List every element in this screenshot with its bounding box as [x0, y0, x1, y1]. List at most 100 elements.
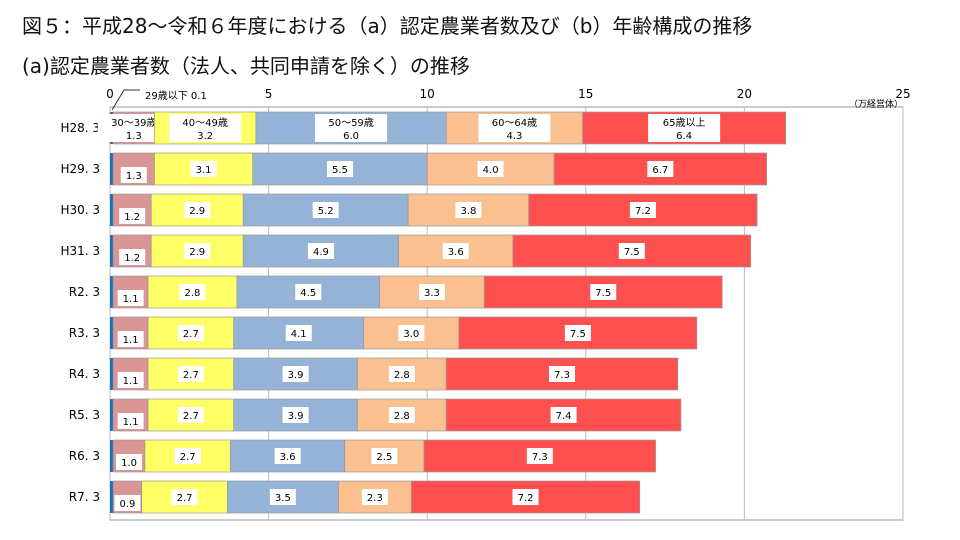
label-box [442, 243, 469, 259]
annotation: 29歳以下 0.1 [145, 90, 207, 102]
category-label: R5. 3 [69, 408, 100, 422]
label-box [184, 243, 211, 259]
data-label: 7.5 [624, 247, 640, 258]
tick-label: 20 [737, 87, 752, 101]
label-box [312, 202, 339, 218]
label-box [526, 448, 553, 464]
label-box [117, 372, 144, 388]
label-box [307, 243, 334, 259]
tick-label: 0 [106, 87, 114, 101]
data-label: 3.0 [403, 329, 419, 340]
data-label: 2.9 [189, 247, 205, 258]
legend-label: 65歳以上 [663, 117, 706, 129]
data-label: 7.5 [595, 288, 611, 299]
label-box [564, 325, 591, 341]
data-label: 4.9 [313, 247, 329, 258]
data-label: 7.2 [518, 493, 534, 504]
category-label: R6. 3 [69, 449, 100, 463]
label-box [512, 489, 539, 505]
tick-label: 10 [420, 87, 435, 101]
data-label: 3.9 [288, 411, 304, 422]
data-label: 1.1 [123, 417, 139, 428]
data-label: 2.7 [183, 329, 199, 340]
category-label: R7. 3 [69, 490, 100, 504]
label-box [177, 407, 204, 423]
label-box [477, 161, 504, 177]
bar-segment [110, 153, 114, 185]
label-box [361, 489, 388, 505]
label-box [398, 325, 425, 341]
data-label: 2.7 [177, 493, 193, 504]
data-label: 3.3 [424, 288, 440, 299]
label-box [117, 290, 144, 306]
data-label: 1.3 [126, 171, 142, 182]
label-box [282, 366, 309, 382]
annotation-leader [111, 89, 140, 111]
bar-segment [110, 481, 114, 513]
label-box [177, 325, 204, 341]
category-label: R2. 3 [69, 285, 100, 299]
label-box [648, 114, 721, 142]
label-box [478, 114, 551, 142]
label-box [418, 284, 445, 300]
bar-segment [110, 276, 114, 308]
data-label: 7.4 [556, 411, 572, 422]
data-label: 7.2 [635, 206, 651, 217]
bar-segment [110, 194, 114, 226]
data-label: 5.5 [332, 165, 348, 176]
category-label: H30. 3 [60, 203, 100, 217]
data-label: 7.5 [570, 329, 586, 340]
data-label: 2.8 [394, 370, 410, 381]
label-box [116, 454, 143, 470]
label-box [117, 331, 144, 347]
data-label: 1.1 [123, 376, 139, 387]
label-box [282, 407, 309, 423]
data-label: 4.1 [291, 329, 307, 340]
data-label: 1.3 [126, 131, 142, 142]
category-label: R3. 3 [69, 326, 100, 340]
label-box [315, 114, 388, 142]
label-box [171, 489, 198, 505]
label-box [549, 366, 576, 382]
label-box [190, 161, 217, 177]
data-label: 2.7 [183, 411, 199, 422]
data-label: 1.1 [123, 335, 139, 346]
label-box [629, 202, 656, 218]
label-box [177, 366, 204, 382]
label-box [455, 202, 482, 218]
data-label: 2.7 [180, 452, 196, 463]
data-label: 3.1 [196, 165, 212, 176]
label-box [179, 284, 206, 300]
label-box [114, 495, 141, 511]
legend-label: 30～39歳 [111, 117, 156, 129]
unit-label: （万経営体） [849, 98, 903, 110]
label-box [371, 448, 398, 464]
data-label: 2.3 [367, 493, 383, 504]
data-label: 6.0 [343, 131, 359, 142]
label-box [119, 208, 146, 224]
data-label: 6.7 [652, 165, 668, 176]
category-label: R4. 3 [69, 367, 100, 381]
tick-label: 15 [578, 87, 593, 101]
bar-segment [110, 235, 114, 267]
data-label: 3.6 [448, 247, 464, 258]
label-box [174, 448, 201, 464]
data-label: 5.2 [318, 206, 334, 217]
label-box [326, 161, 353, 177]
label-box [285, 325, 312, 341]
label-box [388, 366, 415, 382]
label-box [119, 249, 146, 265]
data-label: 3.8 [460, 206, 476, 217]
data-label: 2.7 [183, 370, 199, 381]
data-label: 2.8 [394, 411, 410, 422]
label-box [120, 167, 147, 183]
label-box [274, 448, 301, 464]
label-box [184, 202, 211, 218]
data-label: 7.3 [532, 452, 548, 463]
data-label: 1.1 [123, 294, 139, 305]
data-label: 2.8 [185, 288, 201, 299]
data-label: 6.4 [676, 131, 692, 142]
bar-segment [110, 317, 114, 349]
data-label: 4.0 [483, 165, 499, 176]
